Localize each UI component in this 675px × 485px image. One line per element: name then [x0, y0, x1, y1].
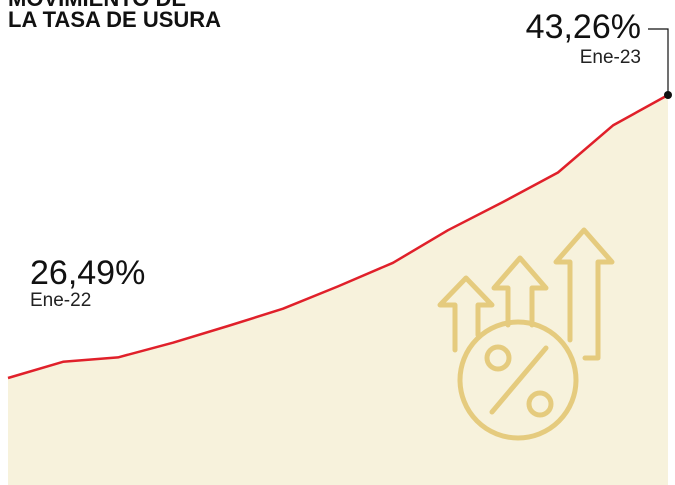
title-line: LA TASA DE USURA [8, 7, 221, 32]
end-point [664, 91, 672, 100]
chart-title: LA TASA DE USURA [8, 7, 221, 32]
chart-title: MOVIMIENTO DE [8, 0, 186, 11]
percent-icon [437, 227, 615, 441]
title-line: MOVIMIENTO DE [8, 0, 186, 11]
category-label: Ene-23 [580, 47, 641, 68]
value-label: 43,26% [526, 8, 641, 46]
value-label: 26,49% [30, 254, 145, 292]
line [7, 93, 669, 380]
category-label: Ene-22 [30, 290, 91, 311]
area [8, 95, 668, 485]
leader-line [648, 28, 669, 96]
